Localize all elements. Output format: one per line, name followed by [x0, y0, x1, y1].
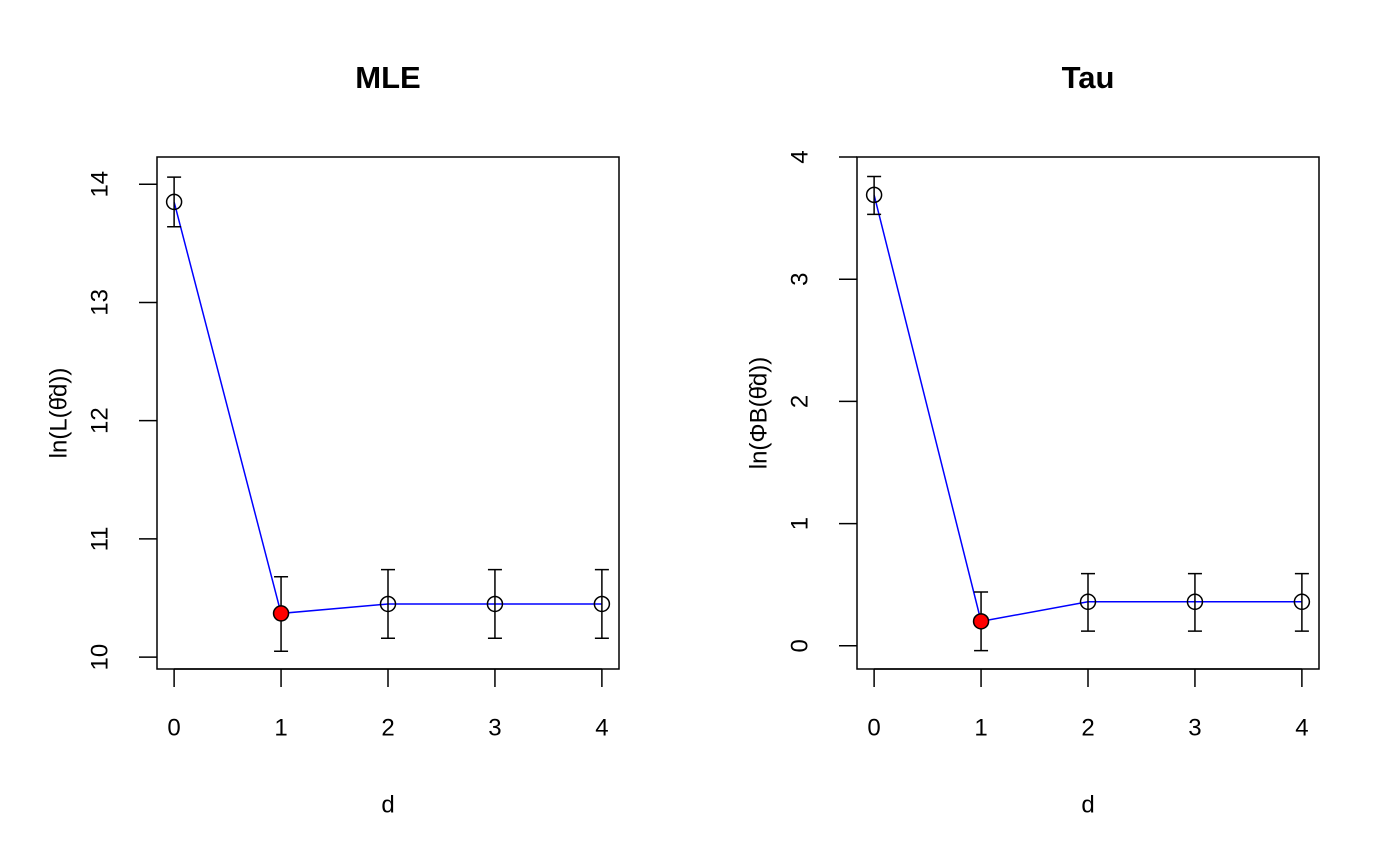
point [972, 613, 990, 630]
point [486, 595, 504, 613]
point [272, 605, 290, 622]
data-line [873, 194, 1302, 623]
y-tick-label: 4 [786, 150, 813, 163]
y-tick-label: 2 [786, 395, 813, 408]
point [865, 186, 883, 204]
error-bar [167, 176, 182, 228]
x-tick-label: 2 [381, 714, 394, 741]
y-tick-label: 14 [86, 171, 113, 198]
point [1186, 593, 1204, 611]
point [165, 193, 183, 211]
error-bar [381, 568, 395, 640]
error-bar [487, 568, 502, 640]
y-axis-label: ln(L(θ̂d)) [45, 368, 72, 459]
y-tick-label: 12 [86, 407, 113, 434]
y-tick-label: 11 [86, 526, 113, 551]
y-tick-label: 3 [786, 273, 813, 286]
error-bar [594, 568, 609, 640]
x-tick-label: 4 [595, 714, 608, 741]
point [379, 595, 397, 613]
y-tick-label: 13 [86, 289, 113, 316]
error-bar [1081, 572, 1095, 632]
x-tick-label: 4 [1295, 714, 1308, 741]
x-axis-label: d [1081, 791, 1094, 818]
y-axis-label: ln(ΦB(θ̂d)) [745, 357, 772, 470]
x-tick-label: 1 [274, 714, 287, 741]
y-tick-label: 10 [86, 644, 113, 671]
x-tick-label: 0 [167, 714, 180, 741]
x-tick-label: 3 [1188, 714, 1201, 741]
chart-title: Tau [1062, 60, 1115, 95]
error-bar [867, 175, 882, 216]
x-tick-label: 3 [488, 714, 501, 741]
y-tick-label: 0 [786, 639, 813, 652]
point [593, 595, 611, 613]
error-bar [1187, 572, 1202, 632]
x-tick-label: 2 [1081, 714, 1094, 741]
x-tick-label: 1 [974, 714, 987, 741]
data-line [173, 201, 602, 615]
error-bar [1294, 572, 1309, 632]
chart-title: MLE [355, 60, 420, 95]
point [1293, 593, 1311, 611]
x-axis-label: d [381, 791, 394, 818]
point [1079, 593, 1097, 611]
x-tick-label: 0 [867, 714, 880, 741]
y-tick-label: 1 [786, 517, 813, 530]
